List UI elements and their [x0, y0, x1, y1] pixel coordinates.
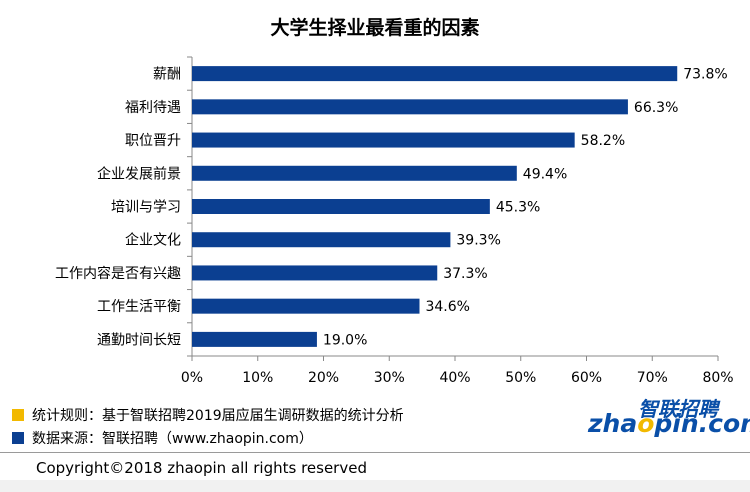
x-tick-label: 60%	[571, 370, 602, 386]
x-tick-label: 50%	[505, 370, 536, 386]
value-label: 39.3%	[456, 233, 500, 249]
bar	[192, 331, 317, 347]
x-tick-label: 20%	[308, 370, 339, 386]
logo-en-part1: zha	[588, 409, 638, 438]
category-label: 企业文化	[125, 232, 181, 249]
bar	[192, 66, 678, 82]
note-rule: 统计规则：基于智联招聘2019届应届生调研数据的统计分析	[12, 405, 404, 425]
x-tick-label: 10%	[242, 370, 273, 386]
value-label: 58.2%	[581, 133, 625, 149]
chart-title: 大学生择业最看重的因素	[270, 16, 479, 39]
footer-divider	[0, 452, 750, 453]
chart-axes: 0% 10% 20% 30% 40% 50% 60% 70% 80%	[181, 56, 734, 386]
bar	[192, 199, 490, 214]
bar	[192, 232, 451, 248]
value-label: 45.3%	[496, 200, 540, 216]
category-label: 通勤时间长短	[97, 332, 181, 348]
value-label: 66.3%	[634, 100, 678, 116]
category-label: 企业发展前景	[97, 165, 181, 182]
bar	[192, 99, 628, 115]
category-label: 职位晋升	[125, 133, 181, 149]
category-label: 薪酬	[153, 67, 181, 83]
category-label: 福利待遇	[125, 100, 181, 116]
value-label: 19.0%	[323, 332, 367, 348]
logo-en-text: zhaopin.com	[588, 409, 750, 438]
note-rule-swatch	[12, 409, 24, 421]
note-rule-text: 统计规则：基于智联招聘2019届应届生调研数据的统计分析	[32, 408, 404, 424]
bar	[192, 265, 438, 281]
value-label: 73.8%	[683, 67, 727, 83]
x-tick-label: 40%	[439, 370, 470, 386]
note-source-swatch	[12, 432, 24, 444]
value-label: 37.3%	[443, 266, 487, 282]
copyright-text: Copyright©2018 zhaopin all rights reserv…	[36, 459, 367, 477]
bar-chart: 大学生择业最看重的因素 0% 10% 20% 30% 40% 50% 60% 70% 80% 薪…	[55, 16, 734, 386]
x-tick-label: 0%	[181, 370, 203, 386]
bottom-strip	[0, 480, 750, 492]
category-label: 培训与学习	[111, 200, 181, 216]
note-source: 数据来源：智联招聘（www.zhaopin.com）	[12, 428, 313, 448]
category-label: 工作生活平衡	[97, 299, 181, 315]
chart-bars: 薪酬 73.8% 福利待遇 66.3% 职位晋升 58.2% 企业发展前景 49.4% 培训与学…	[55, 66, 728, 348]
bar	[192, 298, 420, 314]
x-tick-label: 30%	[374, 370, 405, 386]
x-tick-label: 80%	[702, 370, 733, 386]
logo-cn-text: 智联招聘	[638, 397, 718, 421]
category-label: 工作内容是否有兴趣	[55, 265, 181, 282]
logo-en-part2: pin.com	[654, 409, 750, 438]
logo-en-o: o	[637, 409, 655, 438]
value-label: 49.4%	[523, 166, 567, 182]
bar	[192, 132, 575, 148]
bar	[192, 165, 517, 181]
value-label: 34.6%	[425, 299, 469, 315]
note-source-text: 数据来源：智联招聘（www.zhaopin.com）	[32, 431, 313, 447]
x-tick-label: 70%	[637, 370, 668, 386]
zhaopin-logo: 智联招聘 zhaopin.com	[578, 397, 750, 438]
